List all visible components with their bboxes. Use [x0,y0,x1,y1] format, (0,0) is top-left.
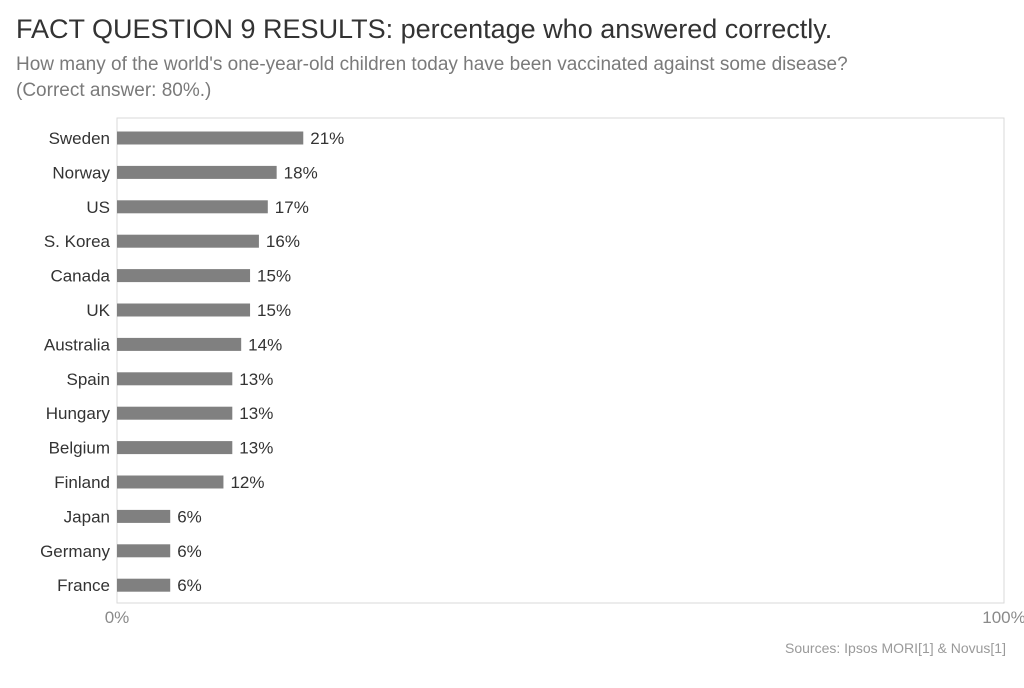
bar-sweden [117,131,304,145]
value-label-norway: 18% [284,163,318,182]
value-label-finland: 12% [230,473,264,492]
bar-us [117,200,268,214]
chart-title: FACT QUESTION 9 RESULTS: percentage who … [16,14,833,44]
bar-uk [117,303,251,317]
category-label-spain: Spain [67,370,110,389]
bar-germany [117,544,171,558]
bar-s-korea [117,234,259,248]
value-label-spain: 13% [239,370,273,389]
chart-subtitle: How many of the world's one-year-old chi… [16,52,996,104]
category-label-hungary: Hungary [46,404,111,423]
category-label-finland: Finland [54,473,110,492]
subtitle-correct-answer: (Correct answer: 80%.) [16,80,212,101]
bar-belgium [117,441,233,455]
category-label-belgium: Belgium [49,439,110,458]
category-label-norway: Norway [52,163,110,182]
category-label-us: US [86,198,110,217]
value-label-france: 6% [177,576,202,595]
plot-frame [116,117,1005,604]
category-label-s-korea: S. Korea [44,232,111,251]
value-label-australia: 14% [248,335,282,354]
bar-canada [117,269,251,283]
subtitle-question: How many of the world's one-year-old chi… [16,54,848,75]
category-label-japan: Japan [64,507,110,526]
value-label-uk: 15% [257,301,291,320]
value-label-belgium: 13% [239,439,273,458]
category-label-canada: Canada [50,267,110,286]
bar-japan [117,509,171,523]
category-label-sweden: Sweden [49,129,110,148]
value-label-japan: 6% [177,507,202,526]
value-label-s-korea: 16% [266,232,300,251]
source-note: Sources: Ipsos MORI[1] & Novus[1] [785,640,1006,656]
bar-australia [117,337,242,351]
bar-spain [117,372,233,386]
category-label-germany: Germany [40,542,110,561]
bar-finland [117,475,224,489]
bar-norway [117,165,277,179]
value-label-us: 17% [275,198,309,217]
bar-hungary [117,406,233,420]
category-label-australia: Australia [44,335,111,354]
value-label-sweden: 21% [310,129,344,148]
value-label-hungary: 13% [239,404,273,423]
category-label-france: France [57,576,110,595]
value-label-canada: 15% [257,267,291,286]
bars-group: Sweden 21% Norway 18% US 17% S. Korea 16% Canada… [40,129,344,595]
bar-france [117,578,171,592]
category-label-uk: UK [86,301,110,320]
x-tick-label-1: 100% [982,608,1024,627]
x-tick-label-0: 0% [105,608,130,627]
x-axis: 0% 100% [105,608,1024,627]
value-label-germany: 6% [177,542,202,561]
